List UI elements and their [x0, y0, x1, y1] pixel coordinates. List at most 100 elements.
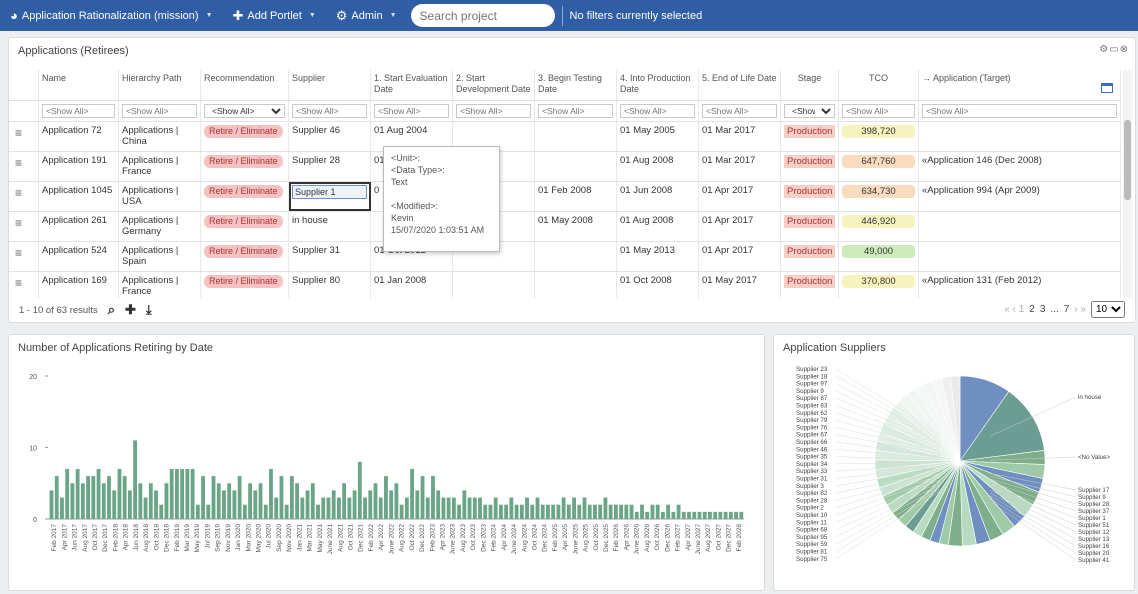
- table-cell-start-dev[interactable]: [453, 242, 535, 271]
- column-header[interactable]: 5. End of Life Date: [699, 70, 781, 100]
- table-cell-begin-test[interactable]: [535, 122, 617, 151]
- table-cell-supplier[interactable]: Supplier 31: [289, 242, 371, 271]
- scrollbar-thumb[interactable]: [1124, 120, 1131, 200]
- table-cell-supplier[interactable]: in house: [289, 212, 371, 241]
- table-cell-stage[interactable]: Production: [781, 182, 839, 211]
- column-header[interactable]: Name: [39, 70, 119, 100]
- table-cell-start-dev[interactable]: [453, 152, 535, 181]
- table-cell-stage[interactable]: Production: [781, 242, 839, 271]
- table-cell-supplier[interactable]: Supplier 80: [289, 272, 371, 298]
- table-cell-path[interactable]: Applications | China: [119, 122, 201, 151]
- column-header[interactable]: Hierarchy Path: [119, 70, 201, 100]
- table-cell-name[interactable]: Application 524: [39, 242, 119, 271]
- table-cell-tco[interactable]: 49,000: [839, 242, 919, 271]
- column-header[interactable]: Recommendation: [201, 70, 289, 100]
- row-drag-handle[interactable]: ≡: [9, 212, 39, 241]
- table-cell-tco[interactable]: 647,760: [839, 152, 919, 181]
- column-filter[interactable]: <Show: [781, 101, 839, 121]
- hamburger-icon[interactable]: ≡: [15, 186, 23, 200]
- column-filter[interactable]: [39, 101, 119, 121]
- column-filter[interactable]: [119, 101, 201, 121]
- filter-input[interactable]: [702, 104, 777, 118]
- table-cell-begin-test[interactable]: [535, 272, 617, 298]
- table-cell-tco[interactable]: 398,720: [839, 122, 919, 151]
- table-cell-path[interactable]: Applications | France: [119, 152, 201, 181]
- filter-input[interactable]: [922, 104, 1117, 118]
- table-cell-path[interactable]: Applications | USA: [119, 182, 201, 211]
- table-cell-recommendation[interactable]: Retire / Eliminate: [201, 122, 289, 151]
- table-cell-start-eval[interactable]: 01 Aug 2004: [371, 122, 453, 151]
- table-cell-eol[interactable]: 01 Apr 2017: [699, 242, 781, 271]
- filter-input[interactable]: [122, 104, 197, 118]
- maximize-icon[interactable]: ▭: [1109, 44, 1120, 55]
- table-cell-name[interactable]: Application 72: [39, 122, 119, 151]
- table-cell-target[interactable]: [919, 212, 1121, 241]
- hamburger-icon[interactable]: ≡: [15, 156, 23, 170]
- column-header[interactable]: 4. Into Production Date: [617, 70, 699, 100]
- pager-page-3[interactable]: 3: [1039, 304, 1046, 315]
- table-cell-supplier[interactable]: Supplier 28: [289, 152, 371, 181]
- table-cell-tco[interactable]: 370,800: [839, 272, 919, 298]
- hamburger-icon[interactable]: ≡: [15, 246, 23, 260]
- table-cell-tco[interactable]: 446,920: [839, 212, 919, 241]
- project-menu[interactable]: ◕ Application Rationalization (mission) …: [0, 0, 223, 31]
- table-cell-eol[interactable]: 01 May 2017: [699, 272, 781, 298]
- table-cell-eol[interactable]: 01 Apr 2017: [699, 212, 781, 241]
- table-cell-recommendation[interactable]: Retire / Eliminate: [201, 182, 289, 211]
- table-cell-target[interactable]: «Application 994 (Apr 2009): [919, 182, 1121, 211]
- table-cell-name[interactable]: Application 1045: [39, 182, 119, 211]
- column-header[interactable]: → Application (Target): [919, 70, 1121, 100]
- row-drag-handle[interactable]: ≡: [9, 182, 39, 211]
- table-cell-stage[interactable]: Production: [781, 152, 839, 181]
- add-icon[interactable]: ✚: [124, 302, 136, 317]
- column-header[interactable]: 2. Start Development Date: [453, 70, 535, 100]
- page-size-select[interactable]: 10: [1091, 301, 1125, 318]
- column-filter[interactable]: <Show All>: [201, 101, 289, 121]
- pager-prev[interactable]: « ‹ 1: [1004, 304, 1025, 315]
- column-filter[interactable]: [453, 101, 535, 121]
- filter-input[interactable]: [842, 104, 915, 118]
- table-cell-eol[interactable]: 01 Mar 2017: [699, 152, 781, 181]
- row-drag-handle[interactable]: ≡: [9, 242, 39, 271]
- admin-menu[interactable]: ⚙ Admin ▼: [326, 0, 407, 31]
- column-header[interactable]: Supplier: [289, 70, 371, 100]
- column-header[interactable]: TCO: [839, 70, 919, 100]
- portlet-controls[interactable]: ⚙▭⊗: [1099, 44, 1129, 55]
- table-cell-supplier[interactable]: Supplier 46: [289, 122, 371, 151]
- table-cell-path[interactable]: Applications | France: [119, 272, 201, 298]
- column-header[interactable]: Stage: [781, 70, 839, 100]
- settings-icon[interactable]: ⚙: [1099, 44, 1110, 55]
- filter-input[interactable]: [42, 104, 115, 118]
- table-cell-begin-test[interactable]: [535, 242, 617, 271]
- table-cell-target[interactable]: [919, 122, 1121, 151]
- table-cell-into-prod[interactable]: 01 May 2005: [617, 122, 699, 151]
- column-chooser-icon[interactable]: [1101, 83, 1113, 93]
- table-cell-path[interactable]: Applications | Germany: [119, 212, 201, 241]
- table-cell-recommendation[interactable]: Retire / Eliminate: [201, 272, 289, 298]
- close-icon[interactable]: ⊗: [1119, 44, 1129, 55]
- column-header[interactable]: 1. Start Evaluation Date: [371, 70, 453, 100]
- table-cell-path[interactable]: Applications | Spain: [119, 242, 201, 271]
- table-cell-recommendation[interactable]: Retire / Eliminate: [201, 212, 289, 241]
- table-cell-stage[interactable]: Production: [781, 212, 839, 241]
- filter-select[interactable]: <Show: [784, 104, 835, 118]
- table-cell-into-prod[interactable]: 01 Oct 2008: [617, 272, 699, 298]
- table-cell-start-eval[interactable]: 01 Jan 2008: [371, 272, 453, 298]
- table-cell-name[interactable]: Application 261: [39, 212, 119, 241]
- hamburger-icon[interactable]: ≡: [15, 126, 23, 140]
- column-filter[interactable]: [839, 101, 919, 121]
- hamburger-icon[interactable]: ≡: [15, 276, 23, 290]
- table-cell-target[interactable]: «Application 131 (Feb 2012): [919, 272, 1121, 298]
- filter-select[interactable]: <Show All>: [204, 104, 285, 118]
- download-icon[interactable]: ⤓: [145, 302, 152, 317]
- table-cell-eol[interactable]: 01 Apr 2017: [699, 182, 781, 211]
- column-filter[interactable]: [617, 101, 699, 121]
- table-cell-begin-test[interactable]: 01 Feb 2008: [535, 182, 617, 211]
- table-cell-begin-test[interactable]: 01 May 2008: [535, 212, 617, 241]
- table-cell-start-dev[interactable]: [453, 122, 535, 151]
- table-cell-supplier[interactable]: Supplier 1: [289, 182, 371, 211]
- column-filter[interactable]: [535, 101, 617, 121]
- search-input[interactable]: [410, 4, 555, 27]
- vertical-scrollbar[interactable]: [1123, 70, 1132, 298]
- table-cell-stage[interactable]: Production: [781, 272, 839, 298]
